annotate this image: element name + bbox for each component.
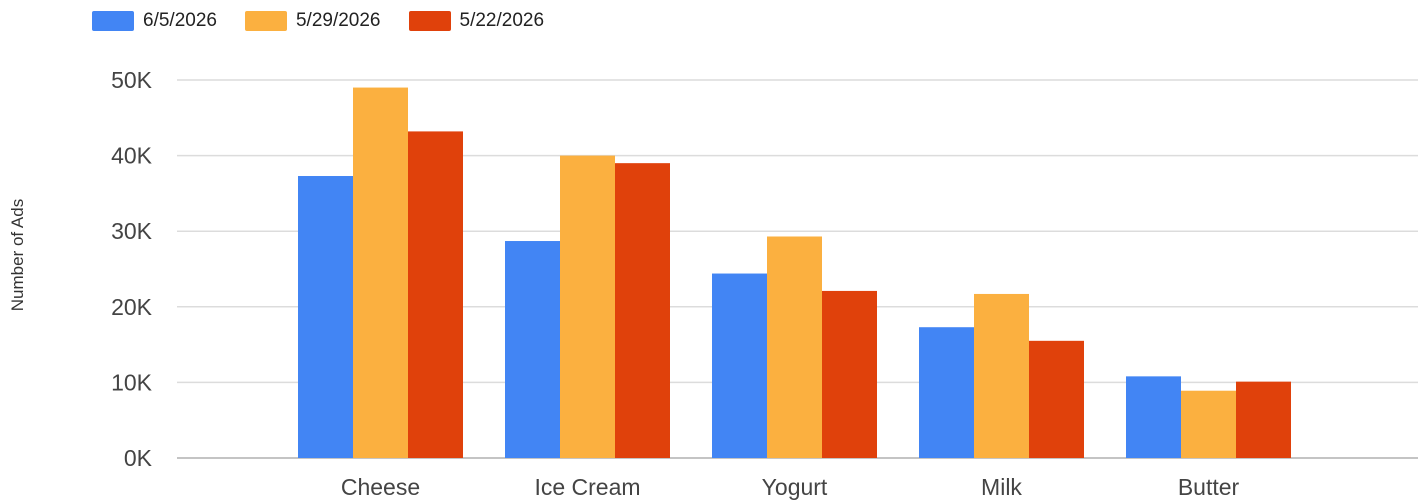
legend-item-series-1[interactable]: 6/5/2026 xyxy=(92,10,217,32)
bar[interactable] xyxy=(712,273,767,458)
y-tick-label: 0K xyxy=(124,445,153,471)
legend-label-series-1: 6/5/2026 xyxy=(143,10,217,31)
legend-label-series-2: 5/29/2026 xyxy=(295,10,381,31)
bar[interactable] xyxy=(974,293,1029,458)
bar[interactable] xyxy=(1236,381,1291,458)
bar[interactable] xyxy=(505,241,560,458)
bars xyxy=(298,87,1291,458)
legend-item-series-2[interactable]: 5/29/2026 xyxy=(244,10,381,32)
legend-label-series-3: 5/22/2026 xyxy=(459,10,545,31)
chart-legend: 6/5/2026 5/29/2026 5/22/2026 xyxy=(92,8,572,34)
y-tick-label: 40K xyxy=(111,143,153,169)
bar[interactable] xyxy=(353,87,408,458)
legend-swatch-series-1 xyxy=(92,11,134,31)
bar[interactable] xyxy=(1029,340,1084,458)
x-axis-ticks: Cheese Ice Cream Yogurt Milk Butter xyxy=(341,474,1240,500)
y-tick-label: 30K xyxy=(111,218,153,244)
bar[interactable] xyxy=(560,155,615,458)
legend-swatch-series-3 xyxy=(408,11,451,31)
x-tick-label: Butter xyxy=(1178,474,1240,500)
bar[interactable] xyxy=(767,236,822,458)
bar[interactable] xyxy=(1181,390,1236,458)
x-tick-label: Cheese xyxy=(341,474,420,500)
x-tick-label: Yogurt xyxy=(762,474,828,500)
bar[interactable] xyxy=(615,163,670,458)
legend-item-series-3[interactable]: 5/22/2026 xyxy=(408,10,545,32)
y-tick-label: 20K xyxy=(111,294,153,320)
x-tick-label: Ice Cream xyxy=(534,474,640,500)
bar[interactable] xyxy=(298,176,353,458)
bar[interactable] xyxy=(822,290,877,458)
legend-swatch-series-2 xyxy=(244,11,287,31)
bar[interactable] xyxy=(408,131,463,458)
bar[interactable] xyxy=(1126,376,1181,458)
y-axis-label: Number of Ads xyxy=(8,199,27,311)
bar[interactable] xyxy=(919,327,974,458)
y-axis-ticks: 0K 10K 20K 30K 40K 50K xyxy=(111,67,153,471)
y-tick-label: 50K xyxy=(111,67,153,93)
y-tick-label: 10K xyxy=(111,369,153,395)
x-tick-label: Milk xyxy=(981,474,1022,500)
